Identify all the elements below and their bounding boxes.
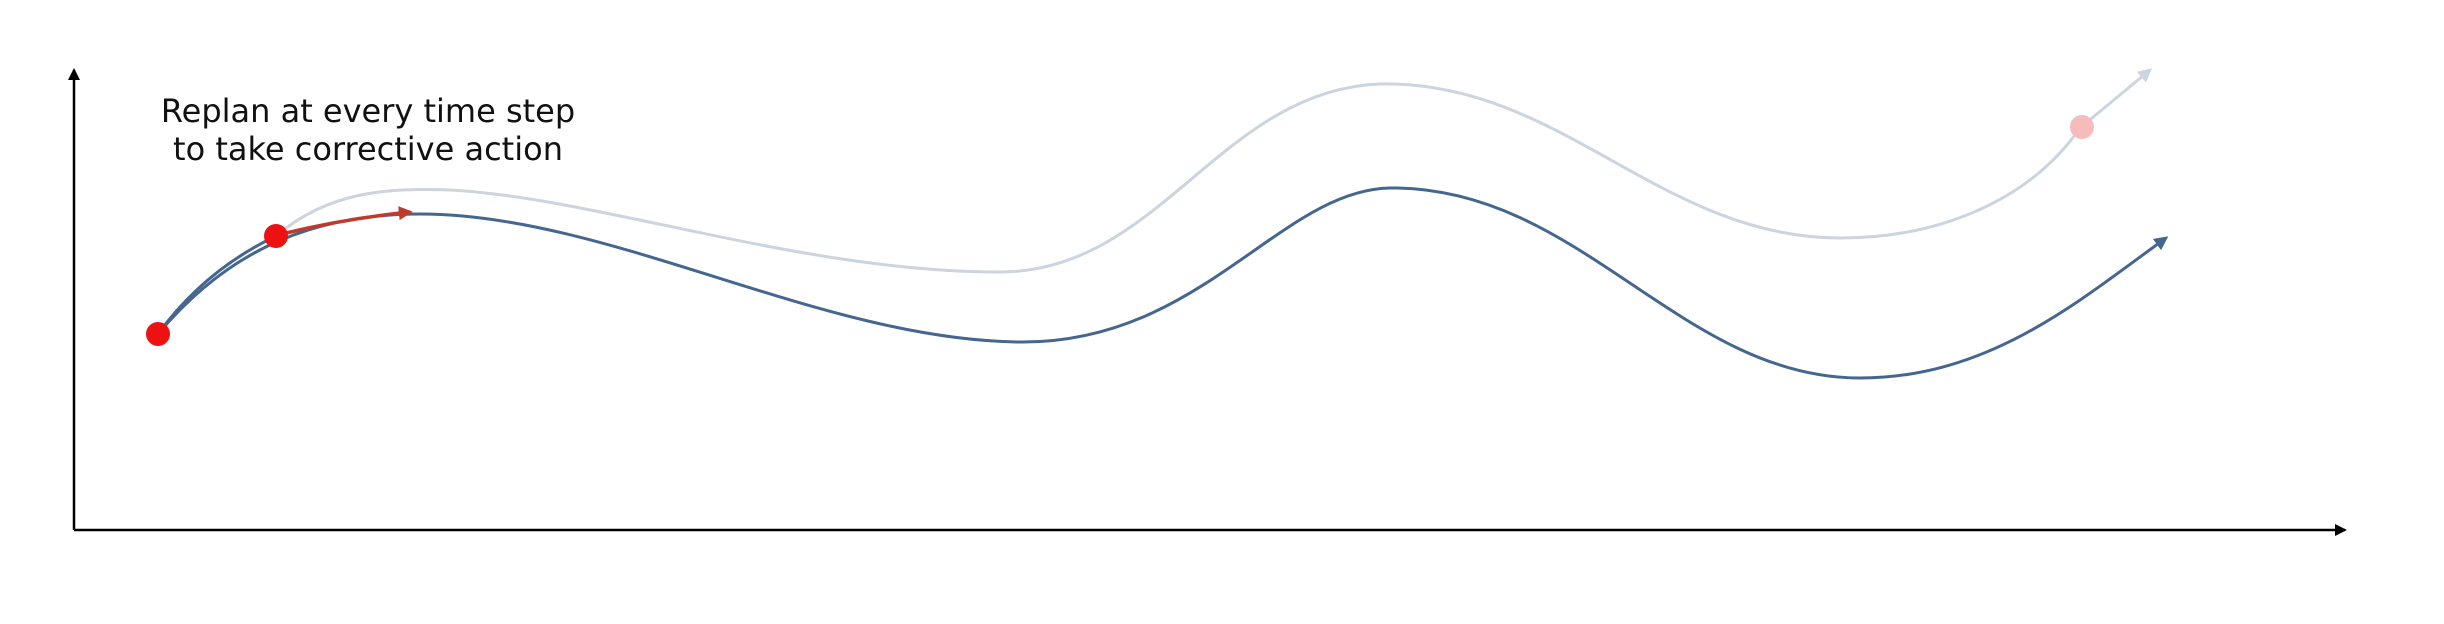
current-state-marker <box>264 224 288 248</box>
replan-annotation: Replan at every time step to take correc… <box>128 92 608 168</box>
actual-trajectory <box>156 186 2169 380</box>
start-state-marker <box>146 322 170 346</box>
faded-state-marker <box>2070 115 2094 139</box>
annotation-line-1: Replan at every time step <box>160 92 576 130</box>
initial-segment <box>156 234 277 335</box>
corrective-action-arrow <box>281 206 413 236</box>
planned-trajectory <box>275 68 2153 274</box>
annotation-line-2: to take corrective action <box>173 130 563 168</box>
